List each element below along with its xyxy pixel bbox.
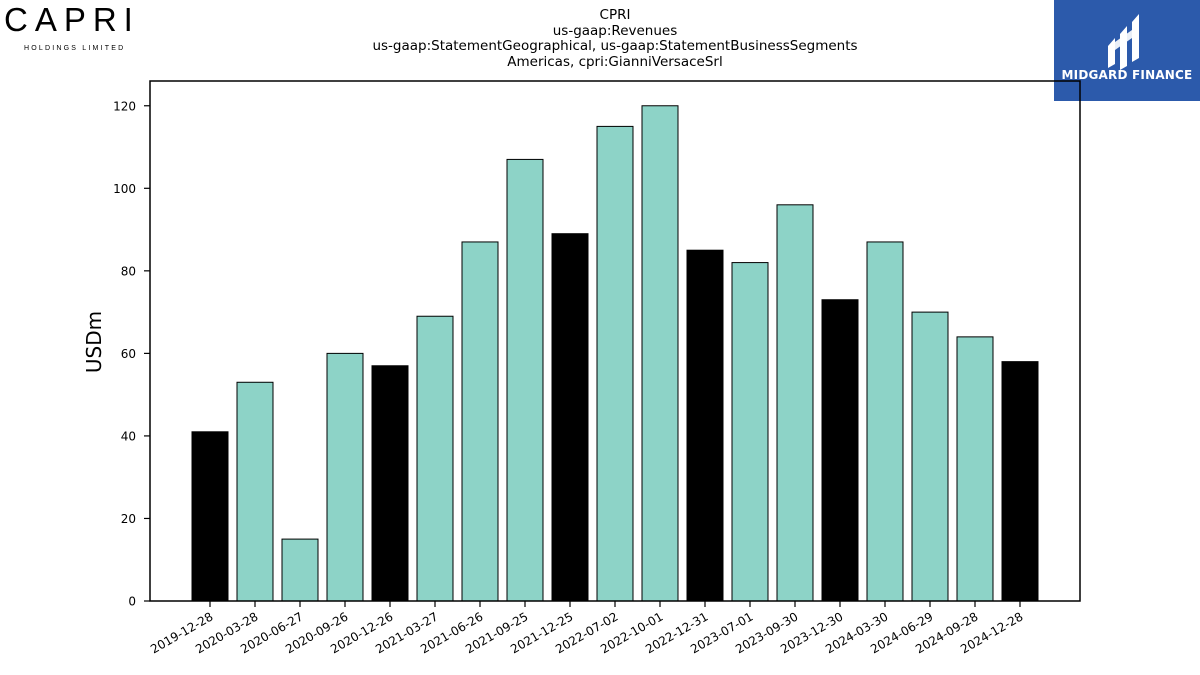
bar-2020-03-28 — [236, 381, 274, 602]
bar-2022-07-02 — [596, 125, 634, 602]
bar-2021-12-25 — [551, 233, 589, 602]
bar-2024-03-30 — [866, 241, 904, 602]
title-line-axes: us-gaap:StatementGeographical, us-gaap:S… — [372, 38, 858, 54]
y-tick-label: 100 — [113, 182, 136, 196]
title-line-ticker: CPRI — [599, 7, 631, 23]
bar-2021-09-25 — [506, 158, 544, 602]
midgard-logo-icon — [1108, 14, 1139, 70]
title-line-members: Americas, cpri:GianniVersaceSrl — [507, 53, 723, 70]
title-line-concept: us-gaap:Revenues — [552, 22, 678, 39]
bar-2023-09-30 — [776, 204, 814, 602]
bar-2024-09-28 — [956, 336, 994, 602]
chart-title: CPRI us-gaap:Revenues us-gaap:StatementG… — [315, 7, 915, 70]
bar-2021-03-27 — [416, 315, 454, 602]
bar-2020-12-26 — [371, 365, 409, 602]
bar-2024-12-28 — [1001, 361, 1039, 602]
capri-subtitle-text: HOLDINGS LIMITED — [24, 45, 126, 52]
bar-2020-06-27 — [281, 538, 319, 602]
bar-2022-12-31 — [686, 249, 724, 602]
bars-layer — [191, 105, 1039, 602]
y-tick-label: 0 — [128, 595, 136, 609]
y-tick-label: 60 — [121, 347, 136, 361]
capri-brand-text: CAPRI — [4, 1, 140, 38]
midgard-finance-logo: MIDGARD FINANCE — [1054, 0, 1200, 101]
midgard-logo-text: MIDGARD FINANCE — [1061, 68, 1193, 82]
y-tick-label: 20 — [121, 512, 136, 526]
bar-2023-12-30 — [821, 299, 859, 602]
bar-2020-09-26 — [326, 352, 364, 602]
y-tick-label: 120 — [113, 99, 136, 113]
capri-logo: CAPRI HOLDINGS LIMITED — [4, 1, 154, 53]
y-tick-label: 80 — [121, 264, 136, 278]
bar-2022-10-01 — [641, 105, 679, 602]
bar-2023-07-01 — [731, 262, 769, 602]
bar-2019-12-28 — [191, 431, 229, 602]
y-axis-title: USDm — [82, 311, 106, 373]
bar-2021-06-26 — [461, 241, 499, 602]
y-tick-label: 40 — [121, 429, 136, 443]
bar-2024-06-29 — [911, 311, 949, 602]
